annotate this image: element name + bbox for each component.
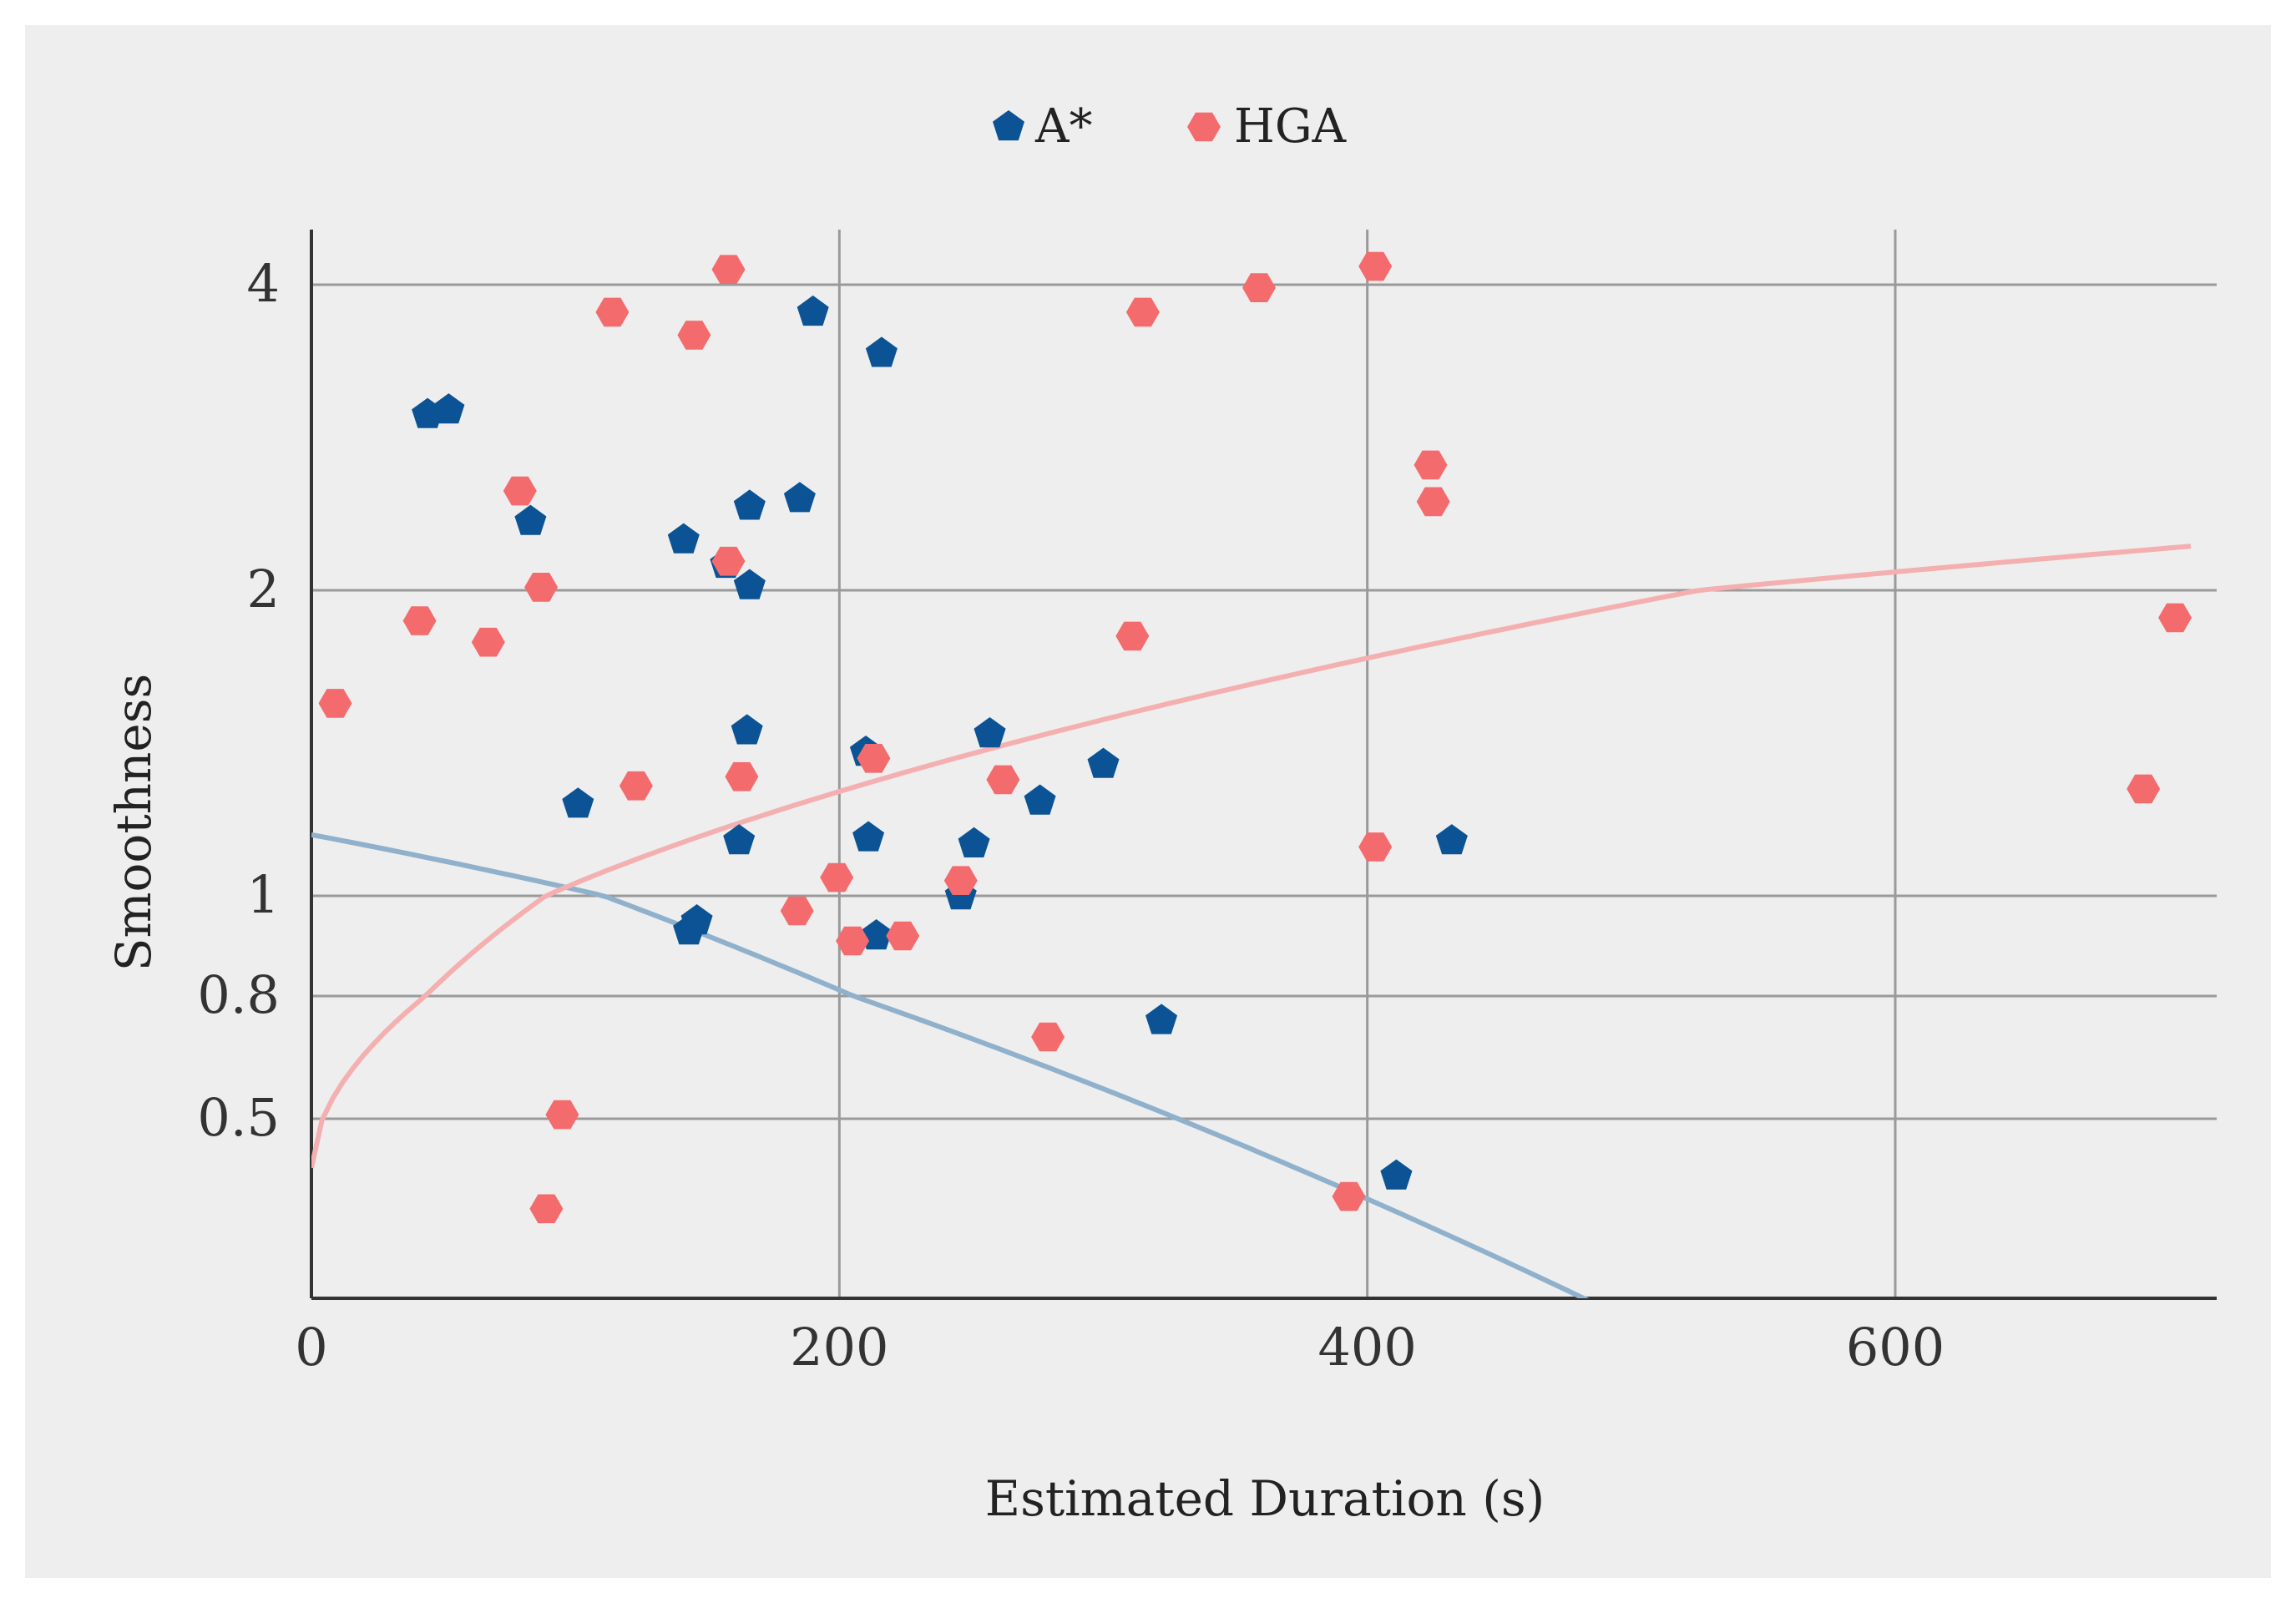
data-point-hga (1358, 832, 1393, 862)
x-tick-label: 400 (1317, 1317, 1416, 1378)
data-point-astar (562, 787, 594, 818)
x-axis-title: Estimated Duration (s) (985, 1470, 1545, 1527)
data-point-astar (731, 714, 763, 745)
x-tick-label: 600 (1846, 1317, 1945, 1378)
data-point-hga (886, 921, 920, 951)
data-point-hga (857, 744, 891, 773)
data-point-hga (545, 1100, 579, 1130)
data-point-hga (2158, 603, 2192, 633)
data-point-hga (529, 1194, 564, 1224)
scatter-chart: 0.5 0.8 1 2 4 0 200 400 600 A* HGA Estimated Dur… (105, 99, 2217, 1527)
legend-item-astar: A* (993, 99, 1092, 154)
data-point-hga (524, 573, 559, 602)
data-point-hga (943, 866, 978, 895)
y-tick-label: 4 (247, 253, 280, 314)
data-point-hga (836, 926, 870, 956)
data-point-hga (1416, 487, 1450, 517)
data-point-hga (1242, 273, 1276, 302)
data-point-hga (1332, 1181, 1366, 1211)
data-point-astar (432, 393, 465, 424)
x-tick-label: 0 (295, 1317, 327, 1378)
legend-marker-hga (1187, 112, 1221, 142)
data-point-astar (783, 482, 816, 513)
data-point-hga (986, 765, 1020, 795)
data-point-astar (733, 489, 766, 520)
legend: A* HGA (993, 99, 1347, 154)
trendlines (311, 544, 2192, 1298)
data-point-astar (514, 504, 547, 535)
data-point-astar (667, 523, 700, 554)
data-point-hga (780, 896, 814, 926)
data-point-hga (677, 321, 711, 350)
data-point-astar (1435, 824, 1468, 855)
data-point-hga (1125, 297, 1160, 327)
data-point-hga (1358, 251, 1393, 281)
data-point-astar (958, 827, 990, 857)
y-tick-label: 2 (247, 559, 280, 619)
data-point-hga (1031, 1022, 1065, 1052)
data-point-astar (974, 717, 1006, 748)
data-point-astar (1145, 1004, 1178, 1034)
grid (311, 230, 2217, 1298)
x-tick-label: 200 (790, 1317, 888, 1378)
axes (310, 230, 2217, 1300)
data-point-astar (1024, 784, 1056, 815)
trendline-astar (311, 832, 1590, 1298)
data-point-hga (318, 689, 352, 718)
data-point-hga (711, 546, 746, 576)
data-point-astar (680, 904, 713, 935)
y-tick-label: 0.8 (197, 964, 280, 1025)
data-point-hga (725, 761, 759, 791)
data-point-hga (820, 862, 854, 893)
data-point-hga (402, 606, 437, 635)
data-point-hga (595, 297, 630, 327)
data-point-astar (852, 821, 885, 852)
y-axis-title: Smoothness (105, 674, 162, 971)
data-point-hga (471, 627, 505, 657)
trendline-hga (311, 544, 2192, 1169)
data-points (318, 251, 2192, 1224)
tick-labels: 0.5 0.8 1 2 4 0 200 400 600 (197, 253, 1945, 1378)
data-point-hga (503, 476, 537, 506)
legend-marker-astar (993, 110, 1024, 141)
data-point-astar (797, 295, 829, 326)
data-point-astar (865, 336, 898, 367)
legend-label-astar: A* (1034, 99, 1092, 154)
data-point-hga (619, 771, 653, 801)
y-tick-label: 1 (247, 864, 280, 925)
chart-panel: 0.5 0.8 1 2 4 0 200 400 600 A* HGA Estimated Dur… (25, 25, 2271, 1578)
legend-label-hga: HGA (1234, 99, 1347, 154)
y-tick-label: 0.5 (197, 1087, 280, 1148)
data-point-hga (711, 255, 746, 284)
data-point-astar (733, 569, 766, 599)
data-point-astar (1380, 1159, 1413, 1190)
data-point-hga (1115, 621, 1150, 651)
data-point-hga (2127, 774, 2161, 804)
data-point-hga (1414, 450, 1448, 480)
data-point-astar (723, 824, 756, 855)
data-point-astar (1087, 747, 1120, 778)
legend-item-hga: HGA (1187, 99, 1347, 154)
